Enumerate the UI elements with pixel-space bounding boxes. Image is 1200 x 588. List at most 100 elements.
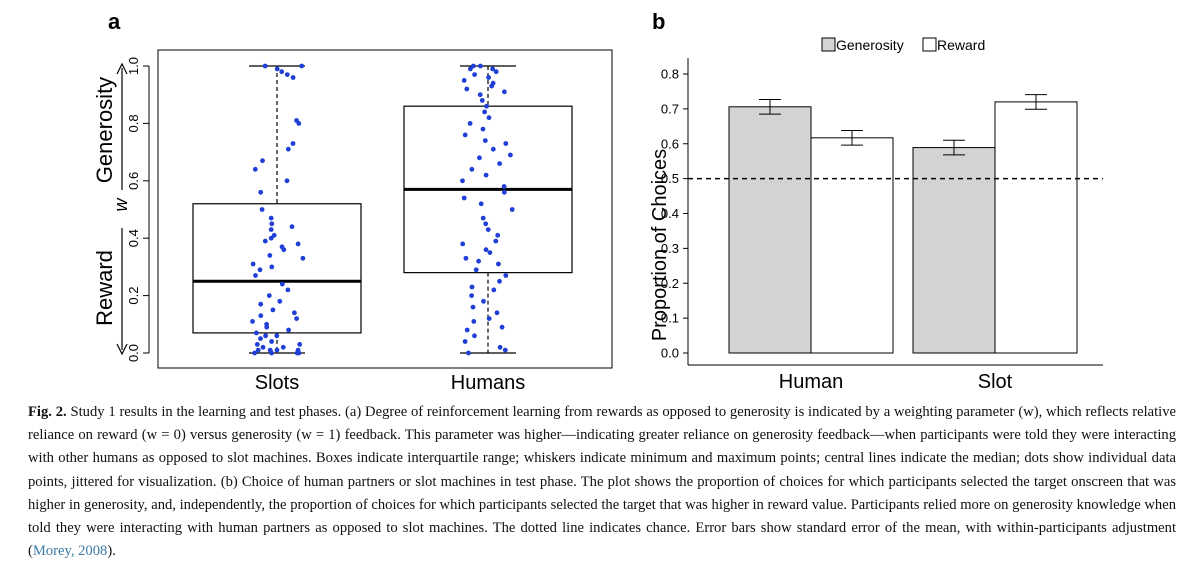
data-point (254, 330, 259, 336)
bar (912, 147, 996, 354)
data-point (269, 339, 274, 344)
data-point (294, 118, 299, 123)
data-point (503, 273, 509, 278)
data-point (497, 344, 503, 350)
data-point (250, 319, 255, 324)
bar (728, 106, 812, 354)
panel-b-label: b (652, 9, 665, 34)
panel-a-y-tick-label: 0.8 (126, 114, 141, 132)
data-point (493, 238, 499, 244)
panel-a-x-tick-label: Humans (451, 372, 525, 394)
panel-b-y-tick-label: 0.4 (661, 206, 679, 221)
data-point (258, 189, 264, 195)
data-point (262, 63, 268, 69)
box-iqr (192, 203, 362, 334)
panel-b-y-tick-label: 0.6 (661, 136, 679, 151)
data-point (260, 158, 265, 164)
data-point (262, 238, 268, 244)
data-point (491, 287, 497, 293)
data-point (258, 336, 263, 341)
data-point (499, 324, 505, 330)
data-point (471, 63, 476, 69)
data-point (466, 350, 471, 356)
data-point (486, 115, 492, 121)
panel-a-y-title-generosity: Generosity (92, 77, 117, 183)
data-point (255, 347, 261, 353)
data-point (502, 347, 508, 353)
data-point (260, 344, 266, 350)
data-point (462, 339, 468, 344)
data-point (477, 92, 483, 98)
panel-b-x-tick-label: Human (779, 371, 843, 393)
data-point (483, 247, 489, 253)
data-point (250, 261, 256, 267)
data-point (253, 273, 258, 278)
panel-a-y-title-reward: Reward (92, 250, 117, 326)
panel-b-y-tick-label: 0.1 (661, 311, 679, 326)
legend-label: Generosity (836, 37, 904, 53)
data-point (463, 255, 469, 261)
data-point (461, 195, 467, 201)
data-point (252, 166, 258, 172)
data-point (485, 227, 491, 233)
data-point (469, 284, 475, 290)
data-point (472, 72, 477, 77)
figure-caption: Fig. 2. Study 1 results in the learning … (28, 401, 1176, 563)
data-point (487, 250, 493, 256)
data-point (471, 319, 477, 324)
bar (810, 137, 894, 354)
panel-b-y-tick-label: 0.5 (661, 171, 679, 186)
panel-a-y-tick-label: 0.6 (126, 172, 141, 190)
data-point (267, 347, 273, 353)
data-point (483, 221, 489, 227)
data-point (494, 310, 500, 316)
data-point (501, 184, 507, 189)
data-point (267, 253, 273, 258)
data-point (470, 304, 476, 310)
panel-a-y-title-w: w (111, 198, 131, 212)
panel-a-y-tick-label: 0.2 (126, 287, 141, 305)
data-point (480, 126, 486, 132)
data-point (486, 316, 492, 321)
data-point (297, 342, 303, 347)
data-point (502, 89, 507, 95)
data-point (257, 267, 263, 273)
panel-a-x-tick-label: Slots (255, 372, 299, 394)
panel-b-y-tick-label: 0.3 (661, 241, 679, 256)
data-point (269, 264, 275, 270)
data-point (481, 298, 486, 304)
data-point (497, 161, 502, 167)
data-point (469, 166, 475, 172)
data-point (501, 189, 507, 195)
data-point (258, 301, 264, 307)
data-point (295, 241, 301, 247)
data-point (268, 215, 274, 221)
data-point (484, 103, 489, 109)
data-point (300, 255, 306, 261)
data-point (294, 316, 299, 321)
data-point (486, 75, 491, 80)
data-point (285, 146, 291, 152)
data-point (268, 227, 274, 233)
bar (994, 101, 1078, 354)
data-point (284, 178, 290, 184)
data-point (252, 350, 258, 356)
data-point (290, 75, 296, 80)
data-point (266, 293, 272, 298)
data-point (299, 63, 305, 69)
panel-b-x-tick-label: Slot (978, 371, 1013, 393)
data-point (258, 313, 264, 319)
data-point (274, 333, 280, 339)
data-point (271, 232, 277, 238)
caption-citation-link[interactable]: Morey, 2008 (32, 543, 108, 560)
data-point (490, 146, 496, 152)
data-point (277, 298, 283, 304)
data-point (269, 221, 275, 227)
data-point (259, 207, 265, 212)
data-point (461, 78, 467, 83)
data-point (508, 152, 513, 158)
panel-a-label: a (108, 9, 121, 34)
data-point (467, 121, 473, 126)
data-point (493, 69, 499, 75)
data-point (268, 235, 274, 241)
